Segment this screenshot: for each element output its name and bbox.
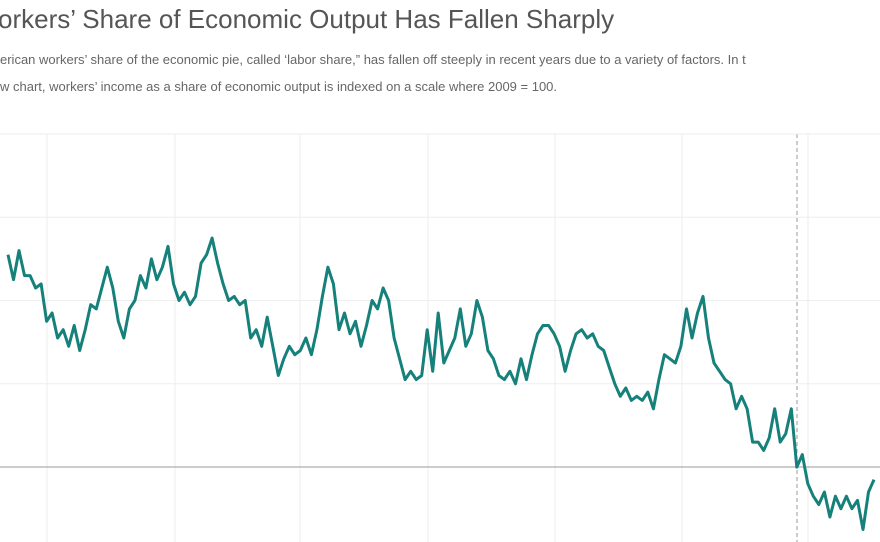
data-line (6, 236, 876, 531)
subtitle: w chart, workers’ income as a share of e… (0, 79, 557, 94)
subtitle: erican workers’ share of the economic pi… (0, 52, 746, 67)
chart-title: orkers’ Share of Economic Output Has Fal… (0, 4, 614, 34)
